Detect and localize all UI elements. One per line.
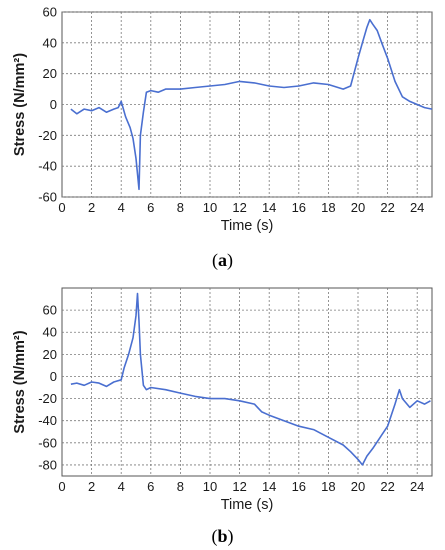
- y-tick-label: -80: [38, 457, 57, 472]
- x-tick-label: 22: [380, 479, 394, 494]
- y-tick-label: 40: [43, 35, 57, 50]
- x-axis-label-b: Time (s): [221, 497, 274, 513]
- y-tick-label: -20: [38, 391, 57, 406]
- x-tick-label: 10: [203, 200, 217, 215]
- y-tick-label: -60: [38, 190, 57, 205]
- x-tick-label: 24: [410, 479, 424, 494]
- x-tick-label: 12: [232, 479, 246, 494]
- series-line-a: [70, 18, 433, 191]
- y-ticks-a: -60 -40 -20 0 20 40 60: [38, 5, 57, 205]
- x-tick-label: 20: [351, 200, 365, 215]
- stress-chart-b: 0 2 4 6 8 10 12 14 16 18 20 22 24 -80-60-40-20020406…: [12, 287, 433, 513]
- x-tick-label: 2: [88, 200, 95, 215]
- caption-a-open: (: [212, 250, 218, 270]
- plot-frame-b: [61, 287, 433, 477]
- y-axis-label-a: Stress (N/mm²): [12, 53, 28, 156]
- x-tick-label: 14: [262, 200, 276, 215]
- x-tick-label: 8: [177, 200, 184, 215]
- x-tick-label: 24: [410, 200, 424, 215]
- y-tick-label: 60: [43, 303, 57, 318]
- grid-b: [62, 288, 432, 476]
- y-tick-label: -40: [38, 159, 57, 174]
- y-ticks-b: -80 -60 -40 -20 0 20 40 60: [38, 303, 57, 473]
- y-tick-label: -40: [38, 413, 57, 428]
- x-tick-label: 22: [380, 200, 394, 215]
- x-tick-label: 14: [262, 479, 276, 494]
- x-tick-label: 10: [203, 479, 217, 494]
- grid-a: [62, 11, 432, 198]
- caption-b-close: ): [227, 526, 234, 546]
- x-tick-label: 16: [292, 200, 306, 215]
- x-tick-label: 4: [118, 479, 125, 494]
- y-tick-label: 0: [50, 97, 57, 112]
- x-tick-label: 18: [321, 479, 335, 494]
- y-tick-label: 60: [43, 5, 57, 20]
- panel-caption-a: (a): [0, 250, 445, 271]
- x-tick-label: 0: [58, 479, 65, 494]
- x-tick-label: 12: [232, 200, 246, 215]
- series-line-b: [70, 292, 431, 466]
- y-tick-label: 0: [50, 369, 57, 384]
- panel-caption-b: (b): [0, 526, 445, 547]
- y-tick-label: -20: [38, 128, 57, 143]
- y-axis-label-b: Stress (N/mm²): [12, 330, 28, 433]
- x-tick-label: 6: [147, 200, 154, 215]
- x-tick-label: 2: [88, 479, 95, 494]
- caption-b-letter: b: [217, 526, 228, 546]
- x-tick-label: 18: [321, 200, 335, 215]
- caption-a-letter: a: [218, 250, 227, 270]
- x-tick-label: 6: [147, 479, 154, 494]
- x-tick-label: 0: [58, 200, 65, 215]
- x-axis-label-a: Time (s): [221, 218, 274, 234]
- x-tick-label: 16: [292, 479, 306, 494]
- x-ticks-a: 0 2 4 6 8 10 12 14 16 18 20 22 24: [58, 200, 424, 215]
- x-tick-label: 20: [351, 479, 365, 494]
- x-tick-label: 8: [177, 479, 184, 494]
- x-tick-label: 4: [118, 200, 125, 215]
- y-tick-label: -60: [38, 435, 57, 450]
- y-tick-label: 20: [43, 66, 57, 81]
- caption-a-close: ): [227, 250, 233, 270]
- caption-b-open: (: [211, 526, 218, 546]
- x-ticks-b: 0 2 4 6 8 10 12 14 16 18 20 22 24: [58, 479, 424, 494]
- y-tick-label: 20: [43, 347, 57, 362]
- y-tick-label: 40: [43, 325, 57, 340]
